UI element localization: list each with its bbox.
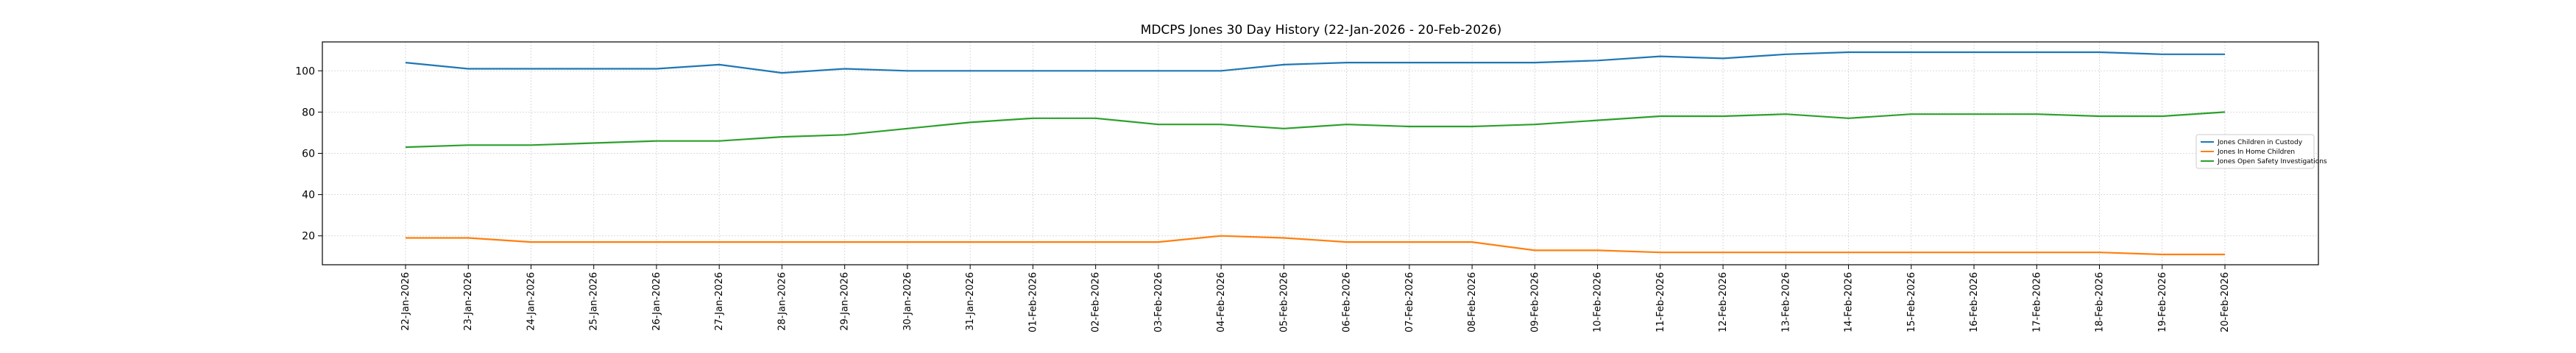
x-tick-label: 06-Feb-2026 xyxy=(1342,272,1353,332)
legend-box xyxy=(2195,134,2315,169)
x-axis: 22-Jan-2026 23-Jan-2026 24-Jan-2026 25-Jan-… xyxy=(400,265,2231,332)
x-tick-label: 04-Feb-2026 xyxy=(1216,272,1227,332)
y-tick-label: 100 xyxy=(295,65,315,77)
legend: Jones Children in Custody Jones In Home C… xyxy=(2195,134,2327,169)
series-line-1 xyxy=(405,51,2225,74)
chart-title: MDCPS Jones 30 Day History (22-Jan-2026 … xyxy=(1141,23,1502,38)
x-tick-label: 17-Feb-2026 xyxy=(2031,272,2042,332)
x-tick-label: 26-Jan-2026 xyxy=(651,272,662,331)
x-tick-label: 30-Jan-2026 xyxy=(902,272,913,331)
x-tick-label: 28-Jan-2026 xyxy=(776,272,788,331)
x-tick-label: 07-Feb-2026 xyxy=(1404,272,1415,332)
x-tick-label: 29-Jan-2026 xyxy=(840,272,851,331)
y-tick-label: 80 xyxy=(302,107,315,118)
x-tick-label: 27-Jan-2026 xyxy=(714,272,725,331)
series-line-3 xyxy=(405,111,2226,149)
y-tick-label: 60 xyxy=(302,149,315,160)
x-tick-label: 09-Feb-2026 xyxy=(1529,272,1540,332)
x-tick-label: 03-Feb-2026 xyxy=(1153,272,1164,332)
x-tick-label: 16-Feb-2026 xyxy=(1969,272,1980,332)
y-tick-label: 40 xyxy=(302,190,315,202)
x-tick-label: 20-Feb-2026 xyxy=(2220,272,2231,332)
x-tick-label: 05-Feb-2026 xyxy=(1278,272,1289,332)
x-tick-label: 11-Feb-2026 xyxy=(1655,272,1666,332)
x-tick-label: 22-Jan-2026 xyxy=(400,272,411,331)
legend-label: Jones Open Safety Investigations xyxy=(2217,158,2327,165)
y-axis: 20 40 60 80 100 xyxy=(295,65,322,243)
x-tick-label: 14-Feb-2026 xyxy=(1844,272,1855,332)
x-tick-label: 25-Jan-2026 xyxy=(589,272,600,331)
x-tick-label: 18-Feb-2026 xyxy=(2095,272,2106,332)
legend-label: Jones Children in Custody xyxy=(2217,139,2303,146)
x-tick-label: 01-Feb-2026 xyxy=(1027,272,1038,332)
x-tick-label: 15-Feb-2026 xyxy=(1906,272,1917,332)
series-line-2 xyxy=(406,235,2225,256)
x-tick-label: 24-Jan-2026 xyxy=(526,272,537,331)
x-tick-label: 31-Jan-2026 xyxy=(965,272,976,331)
grid xyxy=(322,42,2318,265)
x-tick-label: 13-Feb-2026 xyxy=(1780,272,1791,332)
x-tick-label: 19-Feb-2026 xyxy=(2157,272,2168,332)
legend-label: Jones In Home Children xyxy=(2217,149,2295,156)
x-tick-label: 02-Feb-2026 xyxy=(1091,272,1102,332)
y-tick-label: 20 xyxy=(302,231,315,243)
x-tick-label: 23-Jan-2026 xyxy=(463,272,474,331)
series-lines xyxy=(405,51,2226,256)
x-tick-label: 10-Feb-2026 xyxy=(1593,272,1604,332)
x-tick-label: 08-Feb-2026 xyxy=(1467,272,1478,332)
x-tick-label: 12-Feb-2026 xyxy=(1718,272,1729,332)
